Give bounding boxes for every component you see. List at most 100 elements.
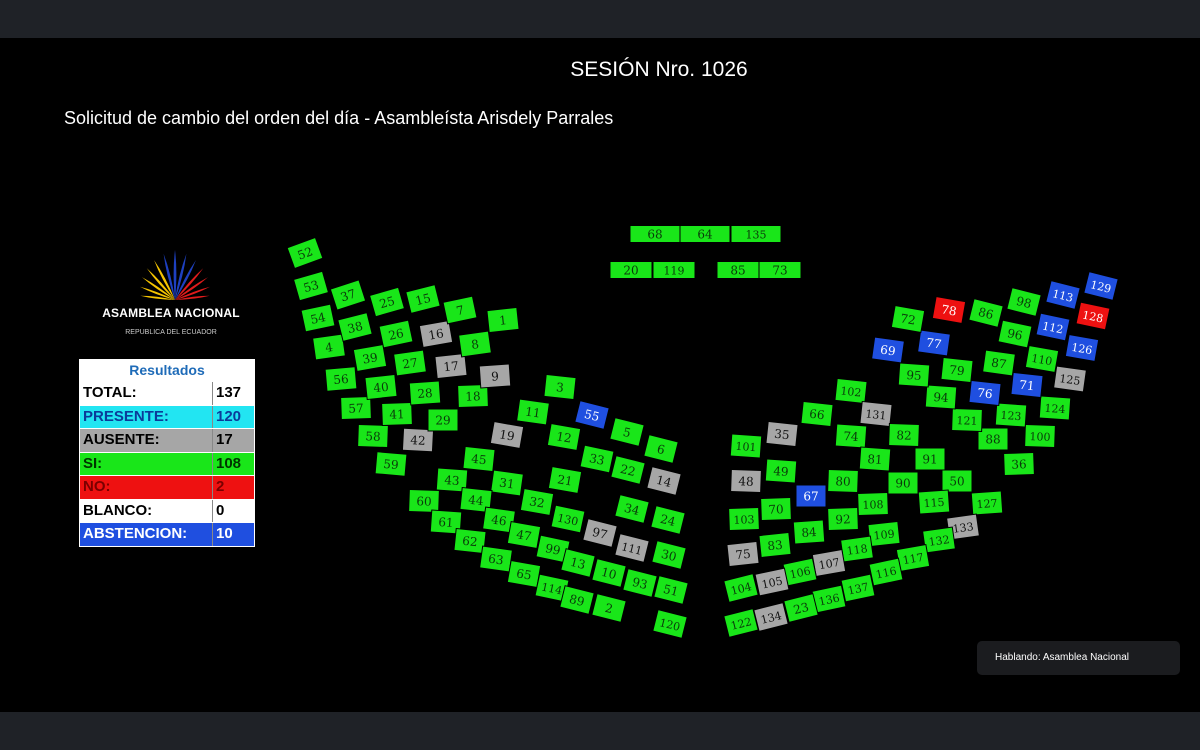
svg-text:34: 34	[623, 501, 642, 518]
seat-118: 118	[840, 535, 874, 563]
svg-text:22: 22	[619, 462, 637, 479]
svg-text:101: 101	[735, 440, 757, 454]
results-label: NO:	[80, 476, 213, 499]
seat-63: 63	[479, 545, 513, 573]
seat-21: 21	[547, 465, 583, 495]
svg-text:76: 76	[977, 386, 994, 402]
seat-14: 14	[646, 466, 682, 496]
svg-text:91: 91	[922, 453, 937, 467]
seat-39: 39	[352, 343, 388, 373]
svg-text:37: 37	[339, 286, 358, 304]
svg-text:74: 74	[843, 429, 860, 444]
svg-text:46: 46	[490, 512, 507, 528]
svg-text:24: 24	[659, 512, 678, 529]
seat-70: 70	[760, 496, 792, 522]
svg-text:124: 124	[1044, 402, 1066, 416]
svg-text:54: 54	[309, 310, 327, 327]
seat-28: 28	[408, 380, 442, 406]
svg-text:32: 32	[528, 494, 545, 510]
seat-135: 135	[730, 225, 782, 243]
logo-subtitle: REPUBLICA DEL ECUADOR	[125, 329, 217, 336]
seat-24: 24	[650, 505, 686, 535]
seat-130: 130	[550, 504, 586, 534]
seat-31: 31	[490, 469, 524, 497]
svg-text:97: 97	[591, 525, 609, 542]
svg-text:127: 127	[976, 497, 998, 511]
seat-40: 40	[364, 373, 398, 401]
seat-53: 53	[292, 270, 330, 302]
svg-text:2: 2	[603, 601, 614, 616]
svg-text:112: 112	[1041, 319, 1064, 336]
seat-55: 55	[574, 400, 610, 430]
seat-23: 23	[783, 593, 819, 623]
seat-102: 102	[834, 377, 868, 405]
seat-37: 37	[329, 279, 367, 311]
seat-72: 72	[890, 304, 926, 334]
results-row-ausente: AUSENTE: 17	[80, 428, 254, 452]
svg-text:131: 131	[865, 407, 887, 422]
seat-68: 68	[629, 225, 681, 243]
results-header: Resultados	[129, 362, 205, 378]
seat-71: 71	[1010, 371, 1044, 399]
seat-49: 49	[764, 458, 798, 484]
svg-text:42: 42	[410, 433, 426, 448]
svg-text:38: 38	[346, 319, 364, 336]
svg-text:105: 105	[761, 574, 784, 591]
svg-text:132: 132	[928, 533, 951, 549]
seat-120: 120	[652, 609, 688, 639]
seat-109: 109	[867, 520, 901, 548]
results-row-no: NO: 2	[80, 475, 254, 499]
seat-86: 86	[968, 298, 1004, 328]
svg-text:130: 130	[556, 511, 579, 528]
svg-text:110: 110	[1030, 352, 1053, 368]
svg-text:50: 50	[949, 475, 964, 489]
svg-text:95: 95	[906, 368, 922, 383]
results-value: 17	[216, 431, 233, 448]
svg-text:25: 25	[378, 294, 397, 312]
svg-text:3: 3	[555, 380, 564, 395]
results-label: TOTAL:	[80, 382, 213, 405]
svg-text:98: 98	[1015, 294, 1033, 311]
svg-text:11: 11	[524, 404, 541, 420]
svg-text:68: 68	[647, 228, 662, 242]
svg-text:129: 129	[1089, 278, 1113, 296]
seat-75: 75	[726, 540, 760, 568]
svg-text:114: 114	[540, 580, 563, 597]
seat-91: 91	[914, 447, 946, 471]
seat-97: 97	[582, 518, 618, 548]
seat-133: 133	[946, 513, 980, 541]
svg-text:79: 79	[949, 363, 966, 379]
seat-92: 92	[827, 506, 859, 532]
svg-text:104: 104	[729, 580, 753, 598]
seat-66: 66	[800, 400, 834, 428]
svg-text:45: 45	[471, 452, 488, 468]
svg-text:39: 39	[361, 350, 378, 366]
svg-text:137: 137	[847, 580, 870, 597]
seat-15: 15	[405, 284, 441, 314]
svg-text:53: 53	[302, 278, 321, 296]
seat-12: 12	[546, 422, 582, 452]
results-label: BLANCO:	[80, 499, 213, 522]
seat-64: 64	[679, 225, 731, 243]
seat-29: 29	[427, 408, 459, 432]
seat-132: 132	[922, 526, 956, 554]
seat-57: 57	[340, 395, 372, 421]
seat-38: 38	[337, 312, 373, 342]
svg-text:119: 119	[664, 265, 685, 278]
seat-6: 6	[643, 434, 679, 464]
seat-112: 112	[1035, 312, 1071, 342]
seat-74: 74	[834, 423, 868, 449]
seat-122: 122	[723, 608, 759, 638]
seat-128: 128	[1075, 301, 1111, 331]
svg-text:29: 29	[435, 414, 450, 428]
svg-text:121: 121	[956, 414, 977, 428]
seat-101: 101	[729, 433, 763, 459]
svg-text:52: 52	[296, 244, 315, 262]
svg-text:51: 51	[662, 582, 680, 599]
svg-text:106: 106	[789, 564, 812, 581]
seat-90: 90	[887, 471, 919, 495]
svg-text:71: 71	[1019, 378, 1036, 394]
seat-35: 35	[765, 420, 799, 448]
svg-text:55: 55	[583, 407, 601, 424]
seat-22: 22	[610, 455, 646, 485]
